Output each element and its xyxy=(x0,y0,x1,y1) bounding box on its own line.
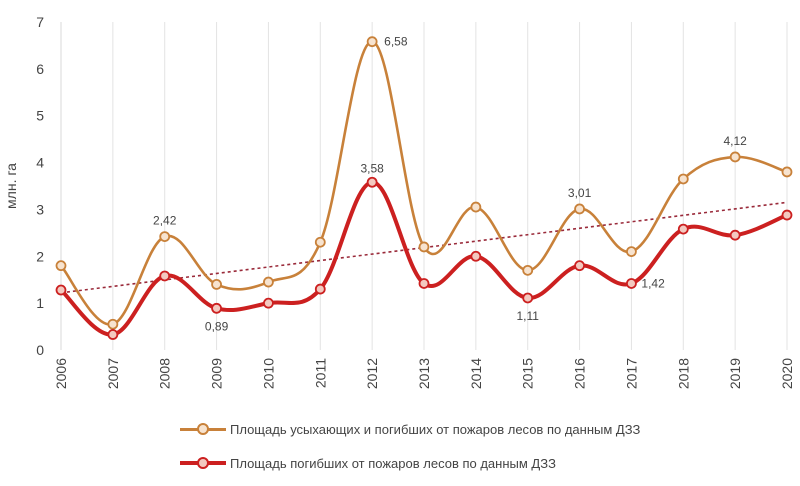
x-tick-label-2016: 2016 xyxy=(572,358,588,389)
y-tick-label-6: 6 xyxy=(36,61,44,77)
legend-label-series-1: Площадь усыхающих и погибших от пожаров … xyxy=(230,421,641,437)
series-2-line xyxy=(59,180,788,337)
y-tick-label-4: 4 xyxy=(36,155,44,171)
y-tick-label-0: 0 xyxy=(36,342,44,358)
data-label-series-1-2012: 6,58 xyxy=(384,35,408,49)
series-2-point-2020 xyxy=(781,209,793,221)
series-1-point-2008 xyxy=(159,231,171,243)
series-1-line xyxy=(59,40,788,326)
x-tick-label-2011: 2011 xyxy=(312,358,328,388)
y-tick-label-3: 3 xyxy=(36,201,44,217)
x-tick-label-2009: 2009 xyxy=(209,358,225,389)
series-1-point-2013 xyxy=(418,241,430,253)
series-2-point-2010 xyxy=(263,297,274,309)
series-1-point-2006 xyxy=(55,260,67,272)
series-2-point-2007 xyxy=(107,329,119,340)
series-2-point-2008 xyxy=(159,270,171,282)
series-1-point-2010 xyxy=(263,276,274,288)
data-label-series-2-2012: 3,58 xyxy=(360,161,384,175)
legend-swatch-series-2 xyxy=(180,457,226,469)
series-2-point-2014 xyxy=(470,250,482,262)
y-axis-ticks: 0 1 2 3 4 5 6 7 xyxy=(36,14,44,358)
series-1-point-2017 xyxy=(626,246,637,258)
series-2-point-2009 xyxy=(211,302,222,314)
data-label-series-2-2017: 1,42 xyxy=(641,276,665,290)
series-2-point-2012 xyxy=(366,176,378,188)
x-axis-ticks: 2006 2007 2008 2009 2010 2011 2012 2013 2014 2015… xyxy=(53,358,795,389)
series-2-point-2011 xyxy=(314,283,326,295)
series-2-point-2018 xyxy=(677,223,689,235)
series-1-point-2012 xyxy=(366,36,378,48)
y-tick-label-7: 7 xyxy=(36,14,44,30)
trendline-line xyxy=(60,201,788,294)
y-tick-label-1: 1 xyxy=(36,295,44,311)
data-label-series-2-2009: 0,89 xyxy=(205,319,229,333)
series-2-point-2019 xyxy=(729,229,741,241)
data-label-series-1-2016: 3,01 xyxy=(568,186,592,200)
series-2-point-2017 xyxy=(626,278,637,289)
data-label-series-1-2008: 2,42 xyxy=(153,214,177,228)
series-1-point-2011 xyxy=(314,236,326,248)
series-layer xyxy=(55,36,793,340)
x-tick-label-2006: 2006 xyxy=(53,358,69,389)
legend-item-series-1: Площадь усыхающих и погибших от пожаров … xyxy=(180,418,640,440)
x-tick-label-2007: 2007 xyxy=(105,358,121,389)
x-tick-label-2013: 2013 xyxy=(416,358,432,389)
vertical-gridlines xyxy=(112,22,788,350)
trendline xyxy=(60,201,788,294)
y-axis-label: млн. га xyxy=(3,163,19,209)
x-tick-label-2019: 2019 xyxy=(727,358,743,389)
series-1-point-2019 xyxy=(729,151,741,163)
x-tick-label-2017: 2017 xyxy=(623,358,639,389)
data-labels: 2,42 6,58 3,01 4,12 0,89 3,58 1,11 1,42 xyxy=(153,35,747,334)
series-1-point-2020 xyxy=(781,166,793,178)
y-tick-label-5: 5 xyxy=(36,108,44,124)
x-tick-label-2008: 2008 xyxy=(157,358,173,389)
legend-label-series-2: Площадь погибших от пожаров лесов по дан… xyxy=(230,455,556,471)
x-tick-label-2010: 2010 xyxy=(260,358,276,389)
series-1-point-2014 xyxy=(470,201,482,213)
data-label-series-2-2015: 1,11 xyxy=(516,309,539,323)
series-2-point-2015 xyxy=(522,292,534,304)
series-2-point-2013 xyxy=(418,278,430,289)
legend-item-series-2: Площадь погибших от пожаров лесов по дан… xyxy=(180,452,640,474)
legend: Площадь усыхающих и погибших от пожаров … xyxy=(180,418,640,486)
series-1-point-2016 xyxy=(574,203,585,215)
x-tick-label-2015: 2015 xyxy=(520,358,536,389)
series-2-point-2016 xyxy=(574,260,585,272)
series-1-point-2007 xyxy=(107,318,119,330)
x-tick-label-2012: 2012 xyxy=(364,358,380,389)
x-tick-label-2014: 2014 xyxy=(468,358,484,389)
series-1-point-2009 xyxy=(211,278,222,290)
legend-swatch-series-1 xyxy=(180,423,226,435)
data-label-series-1-2019: 4,12 xyxy=(723,134,747,148)
x-tick-label-2018: 2018 xyxy=(675,358,691,389)
series-1-point-2018 xyxy=(677,173,689,185)
x-tick-label-2020: 2020 xyxy=(779,358,795,389)
series-1-point-2015 xyxy=(522,264,534,276)
series-2-point-2006 xyxy=(55,284,67,296)
y-tick-label-2: 2 xyxy=(36,248,44,264)
